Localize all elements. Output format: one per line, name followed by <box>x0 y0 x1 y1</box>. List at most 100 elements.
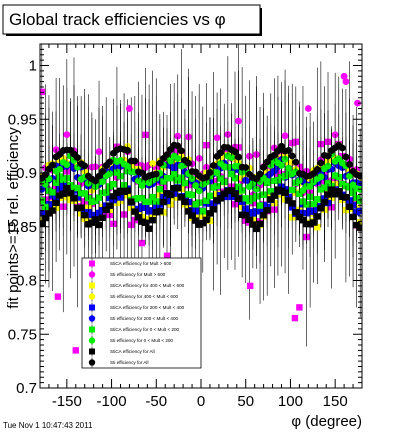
series-9-point <box>278 142 285 150</box>
footer-timestamp: Tue Nov 1 10:47:43 2011 <box>3 421 93 430</box>
series-8-point <box>306 220 314 228</box>
series-9 <box>40 136 362 191</box>
series-7-point <box>134 177 142 185</box>
series-9-point <box>292 158 300 166</box>
series-6-point <box>289 186 296 194</box>
legend-marker <box>88 315 96 322</box>
series-8-point <box>178 194 185 201</box>
series-6-point <box>81 190 88 197</box>
series-1-point <box>213 134 221 142</box>
series-9-point <box>74 154 81 162</box>
series-9-point <box>285 147 293 154</box>
series-8-point <box>292 209 300 216</box>
series-8-point <box>235 195 242 203</box>
series-8-point <box>131 208 139 215</box>
legend-label: StiCA efficiency for 200 < Mult < 400 <box>110 305 185 310</box>
series-8-point <box>81 211 88 219</box>
y-tick-label: 0.85 <box>8 219 37 236</box>
series-9-point <box>106 158 114 166</box>
series-8-point <box>342 193 350 201</box>
legend-label: StiCA efficiency for Mult > 600 <box>110 261 172 266</box>
series-0-point <box>138 239 146 247</box>
x-tick-label: 0 <box>197 393 205 410</box>
highlight-point <box>304 105 312 112</box>
series-8-point <box>49 207 56 214</box>
series-8-point <box>153 209 160 216</box>
series-8-point <box>281 189 289 196</box>
series-9-point <box>202 173 210 181</box>
series-8-point <box>156 208 164 215</box>
legend-label: Sti efficiency for All <box>110 360 148 365</box>
legend-label: Sti efficiency for 400 < Mult < 600 <box>110 294 179 299</box>
series-6-point <box>142 198 149 206</box>
series-9-point <box>81 162 89 170</box>
axis-layer: -150 -100 -50 0 50 100 150 0.7 0.75 0.8 0.85 0.9 0.9… <box>8 44 363 410</box>
series-8-point <box>228 187 235 194</box>
series-9-point <box>92 177 99 185</box>
series-9-point <box>156 159 164 167</box>
series-8-point <box>124 187 131 194</box>
series-6-point <box>145 198 153 205</box>
series-6-point <box>185 191 192 198</box>
series-8-point <box>299 217 307 224</box>
series-6-point <box>228 170 235 178</box>
series-9-point <box>152 170 160 178</box>
series-8-point <box>324 191 332 198</box>
series-6-point <box>40 197 45 204</box>
legend-marker <box>88 337 96 344</box>
series-6-point <box>310 200 317 208</box>
series-8-point <box>260 212 267 219</box>
series-6-point <box>321 184 328 191</box>
series-9-point <box>356 172 362 180</box>
series-1-point <box>174 132 182 140</box>
series-8-point <box>192 217 199 224</box>
x-tick-label: -100 <box>97 393 127 410</box>
data-layer <box>40 44 362 354</box>
series-8-point <box>181 198 189 206</box>
highlight-point <box>354 99 361 107</box>
series-7-point <box>192 182 200 189</box>
series-7-point <box>228 154 235 161</box>
x-tick-label: -150 <box>52 393 82 410</box>
series-9-point <box>288 152 296 160</box>
series-9-point <box>163 151 171 159</box>
series-9-point <box>131 157 139 165</box>
highlight-point <box>126 105 133 112</box>
series-8-point <box>170 185 178 192</box>
series-8-point <box>120 188 128 195</box>
x-axis-label: φ (degree) <box>291 413 362 430</box>
series-9-point <box>174 142 182 150</box>
series-7-point <box>263 177 271 185</box>
series-8-point <box>199 219 206 227</box>
series-6-point <box>95 194 103 201</box>
series-9-point <box>256 170 264 178</box>
series-9-point <box>217 149 225 157</box>
y-tick-label: 0.95 <box>8 111 37 128</box>
series-6-point <box>88 198 96 206</box>
series-7-point <box>41 180 49 188</box>
legend-label: Sti efficiency for 0 < Mult < 200 <box>110 338 173 343</box>
series-8-point <box>357 224 362 231</box>
series-9-point <box>177 147 185 155</box>
series-8-point <box>102 206 110 214</box>
series-8-point <box>217 195 224 202</box>
series-7-point <box>346 172 353 180</box>
legend-entries: StiCA efficiency for Mult > 600 Sti effic… <box>88 258 185 368</box>
series-6-point <box>163 175 171 182</box>
legend-marker <box>89 348 95 355</box>
y-tick-label: 0.7 <box>16 380 37 397</box>
series-6-point <box>217 175 224 182</box>
series-7-point <box>295 177 303 185</box>
series-6-point <box>206 192 214 199</box>
series-8-point <box>349 213 357 221</box>
series-8-point <box>242 212 249 219</box>
series-8-point <box>238 211 246 218</box>
series-6-point <box>160 178 167 185</box>
title-box-shadow-bottom <box>6 34 262 36</box>
series-9-point <box>99 168 107 175</box>
series-7-point <box>63 161 71 169</box>
series-8-point <box>339 193 346 201</box>
series-8-point <box>335 187 342 195</box>
series-8-point <box>167 191 174 199</box>
series-8-point <box>56 192 63 199</box>
